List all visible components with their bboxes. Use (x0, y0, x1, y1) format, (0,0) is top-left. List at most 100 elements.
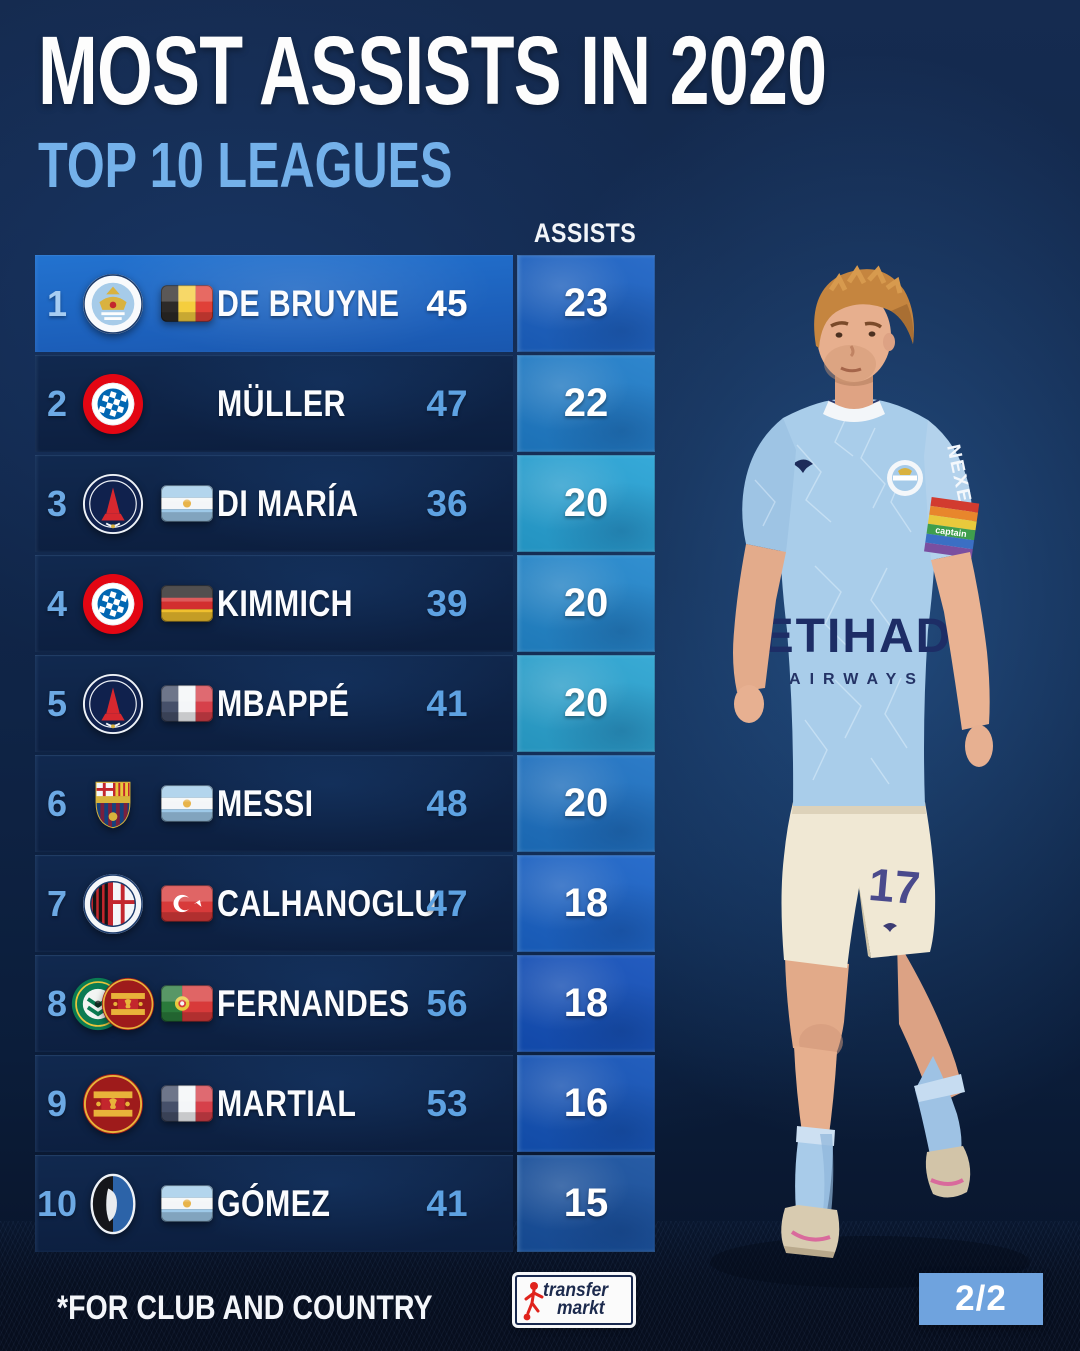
club-badge-man-united (82, 1073, 144, 1134)
rank-number: 6 (46, 782, 68, 824)
table-row: 2 MÜLLER 47 22 (35, 355, 655, 452)
table-row: 7 CALHANOGLU 47 18 (35, 855, 655, 952)
assists-value: 22 (563, 381, 609, 425)
flag-germany (161, 585, 213, 622)
table-row: 4 KIMMICH 39 20 (35, 555, 655, 652)
player-name: KIMMICH (217, 582, 354, 624)
games-value: 36 (426, 482, 468, 524)
nationality-flag (159, 255, 215, 352)
brand-line-2: markt (557, 1298, 605, 1319)
transfermarkt-logo: transfer markt (515, 1275, 633, 1325)
flag-belgium (161, 285, 213, 322)
club-badges (79, 1155, 147, 1252)
assists-cell: 20 (517, 755, 655, 852)
assists-value: 18 (563, 881, 609, 925)
rank-number: 4 (46, 582, 68, 624)
nationality-flag (159, 655, 215, 752)
club-badges (79, 455, 147, 552)
table-row: 10 GÓMEZ 41 15 (35, 1155, 655, 1252)
player-name: CALHANOGLU (217, 882, 437, 924)
games-value: 41 (426, 682, 468, 724)
row-main: 2 MÜLLER 47 (35, 355, 513, 452)
nationality-flag (159, 1055, 215, 1152)
table-row: 9 MARTIAL 53 16 (35, 1055, 655, 1152)
games-value: 53 (426, 1082, 468, 1124)
assists-cell: 20 (517, 655, 655, 752)
club-badges (79, 855, 147, 952)
player-name: DE BRUYNE (217, 282, 400, 324)
assists-value: 20 (563, 781, 609, 825)
flag-turkey (161, 885, 213, 922)
rank-number: 9 (46, 1082, 68, 1124)
player-name: GÓMEZ (217, 1182, 331, 1224)
club-badge-barcelona (95, 781, 131, 828)
row-main: 7 CALHANOGLU 47 (35, 855, 513, 952)
assists-cell: 20 (517, 455, 655, 552)
player-name: MESSI (217, 782, 314, 824)
row-main: 10 GÓMEZ 41 (35, 1155, 513, 1252)
club-badge-psg (82, 673, 144, 734)
flag-france (161, 685, 213, 722)
rank-number: 1 (46, 282, 68, 324)
club-badges (71, 955, 155, 1052)
ranking-table: 1 DE BRUYNE 45 23 2 (35, 255, 655, 1255)
assists-cell: 23 (517, 255, 655, 352)
assists-value: 15 (563, 1181, 609, 1225)
club-badges (79, 255, 147, 352)
table-row: 8 FERNANDES 56 18 (35, 955, 655, 1052)
club-badges (79, 1055, 147, 1152)
games-value: 56 (426, 982, 468, 1024)
table-row: 5 MBAPPÉ 41 20 (35, 655, 655, 752)
games-value: 41 (426, 1182, 468, 1224)
player-name: DI MARÍA (217, 482, 359, 524)
table-row: 1 DE BRUYNE 45 23 (35, 255, 655, 352)
flag-argentina (161, 785, 213, 822)
club-badges (79, 555, 147, 652)
assists-cell: 22 (517, 355, 655, 452)
flag-france (161, 1085, 213, 1122)
player-name: FERNANDES (217, 982, 410, 1024)
club-badge-bayern (82, 573, 144, 634)
row-main: 1 DE BRUYNE 45 (35, 255, 513, 352)
games-value: 39 (426, 582, 468, 624)
row-main: 3 DI MARÍA 36 (35, 455, 513, 552)
nationality-flag (159, 1155, 215, 1252)
transfermarkt-figure-icon (523, 1282, 544, 1321)
row-main: 8 FERNANDES 56 (35, 955, 513, 1052)
column-header-assists: ASSISTS (533, 218, 637, 248)
flag-argentina (161, 485, 213, 522)
nationality-flag (159, 555, 215, 652)
assists-cell: 15 (517, 1155, 655, 1252)
assists-value: 23 (563, 281, 609, 325)
row-main: 6 MESSI 48 (35, 755, 513, 852)
player-name: MÜLLER (217, 382, 346, 424)
table-row: 6 MESSI 48 20 (35, 755, 655, 852)
club-badge-man-city (82, 273, 144, 334)
page-subtitle: TOP 10 LEAGUES (38, 129, 453, 201)
nationality-flag (159, 955, 215, 1052)
assists-cell: 18 (517, 955, 655, 1052)
games-value: 47 (426, 382, 468, 424)
assists-cell: 18 (517, 855, 655, 952)
rank-number: 7 (46, 882, 68, 924)
assists-cell: 16 (517, 1055, 655, 1152)
rank-number: 3 (46, 482, 68, 524)
row-main: 4 KIMMICH 39 (35, 555, 513, 652)
rank-number: 2 (46, 382, 68, 424)
nationality-flag (159, 355, 215, 452)
rank-number: 5 (46, 682, 68, 724)
player-name: MBAPPÉ (217, 682, 350, 724)
club-badge-bayern (82, 373, 144, 434)
games-value: 48 (426, 782, 468, 824)
flag-portugal (161, 985, 213, 1022)
club-badges (79, 355, 147, 452)
nationality-flag (159, 455, 215, 552)
club-badge-psg (82, 473, 144, 534)
flag-argentina (161, 1185, 213, 1222)
assists-value: 20 (563, 481, 609, 525)
footer-note: *FOR CLUB AND COUNTRY (57, 1289, 433, 1327)
table-row: 3 DI MARÍA 36 20 (35, 455, 655, 552)
club-badge-atalanta (90, 1173, 136, 1234)
row-main: 9 MARTIAL 53 (35, 1055, 513, 1152)
page-indicator-badge: 2/2 (919, 1273, 1043, 1325)
